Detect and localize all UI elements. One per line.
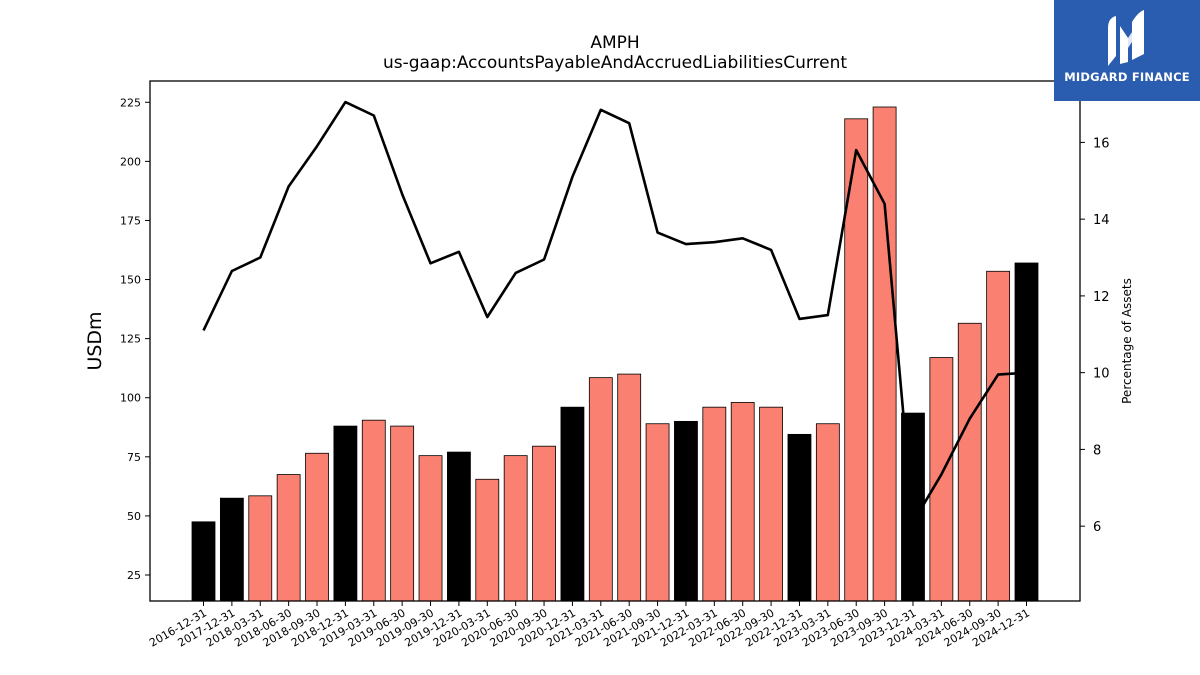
y2-axis-label: Percentage of Assets: [1120, 278, 1134, 404]
y2-tick-label: 12: [1093, 290, 1110, 305]
bar-2020-03-31: [475, 478, 500, 602]
bar-2021-12-31: [674, 420, 698, 602]
bar-2018-09-30: [305, 452, 329, 602]
right-axis-ticks: 6 8 10 12 14 16: [1080, 136, 1110, 535]
logo-text: MIDGARD FINANCE: [1064, 70, 1190, 84]
x-axis-ticks: 2016-12-312017-12-312018-03-312018-06-30…: [147, 601, 1032, 650]
y-tick-label: 175: [120, 214, 141, 227]
bar-2021-06-30: [617, 373, 642, 602]
chart-title: AMPH: [590, 33, 639, 53]
bar-2018-03-31: [248, 495, 273, 602]
logo: MIDGARD FINANCE: [1054, 0, 1200, 101]
bar-2021-03-31: [588, 377, 613, 602]
left-axis-ticks: 25 50 75 100 125 150 175 200 225: [120, 96, 150, 582]
bar-series: [191, 106, 1039, 602]
y2-tick-label: 16: [1093, 136, 1110, 151]
bar-2019-09-30: [418, 455, 443, 602]
plot-frame: [149, 80, 1081, 602]
y-tick-label: 25: [127, 569, 141, 582]
y2-tick-label: 6: [1093, 520, 1101, 535]
bar-2023-03-31: [815, 423, 840, 602]
y-tick-label: 100: [120, 392, 141, 405]
y-axis-label: USDm: [84, 311, 106, 370]
mh-monogram-icon: [1108, 10, 1144, 66]
chart-subtitle: us-gaap:AccountsPayableAndAccruedLiabili…: [383, 53, 847, 73]
bar-2019-03-31: [361, 419, 386, 602]
bar-2017-12-31: [219, 497, 244, 602]
bar-2020-12-31: [560, 406, 585, 602]
bar-2018-12-31: [333, 425, 358, 602]
bar-2020-06-30: [503, 455, 528, 602]
bar-2022-03-31: [702, 406, 727, 602]
bar-2016-12-31: [191, 521, 216, 602]
y-tick-label: 50: [127, 510, 141, 523]
bar-2024-06-30: [957, 322, 982, 602]
line-series: [202, 100, 1027, 524]
y-tick-label: 150: [120, 274, 141, 287]
bar-2019-06-30: [390, 425, 415, 602]
y2-tick-label: 8: [1093, 443, 1101, 458]
bar-2018-06-30: [276, 474, 301, 602]
y2-tick-label: 14: [1093, 213, 1110, 228]
y-tick-label: 200: [120, 155, 141, 168]
y2-tick-label: 10: [1093, 367, 1110, 382]
bar-2022-06-30: [730, 402, 755, 602]
percentage-of-assets-line: [202, 100, 1027, 524]
bar-2021-09-30: [645, 423, 670, 602]
bar-2024-12-31: [1014, 262, 1039, 602]
bar-2023-09-30: [872, 106, 897, 602]
bar-2020-09-30: [532, 445, 556, 602]
y-tick-label: 225: [120, 96, 141, 109]
bar-2022-12-31: [787, 433, 812, 602]
y-tick-label: 125: [120, 333, 141, 346]
bar-2019-12-31: [447, 451, 471, 602]
bar-2024-03-31: [929, 357, 954, 602]
bar-2024-09-30: [986, 270, 1011, 602]
y-tick-label: 75: [127, 451, 141, 464]
bar-2022-09-30: [759, 406, 783, 602]
